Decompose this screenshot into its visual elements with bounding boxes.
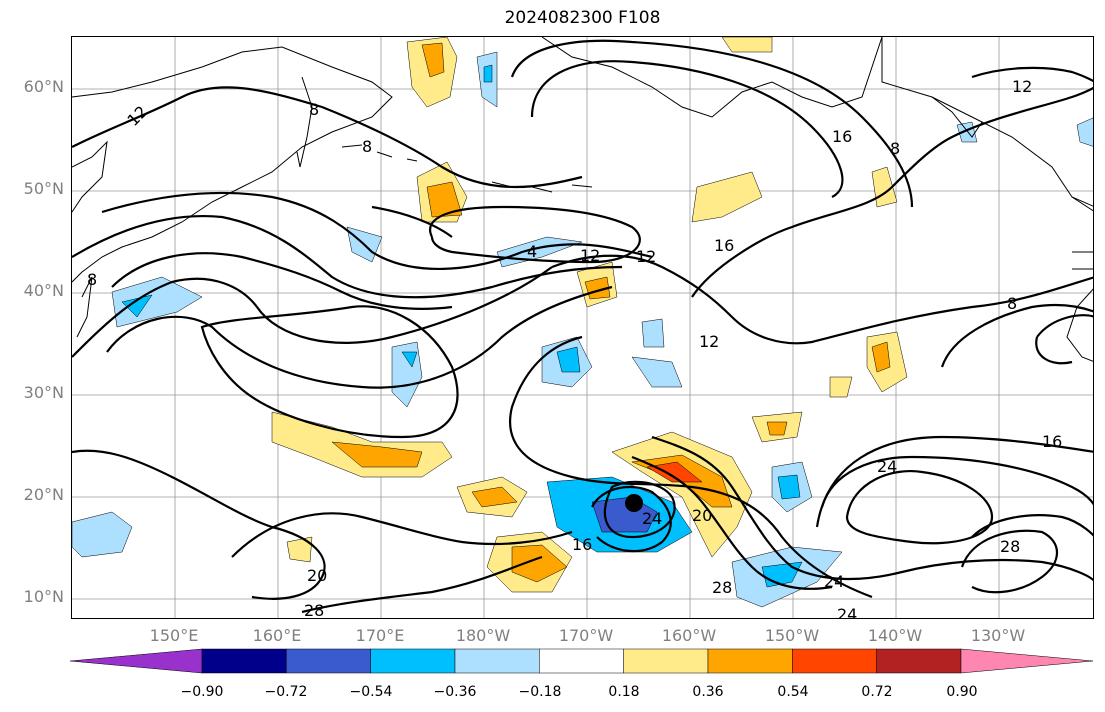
contour-label: 28 — [304, 601, 324, 619]
contour-label: 12 — [580, 246, 600, 265]
lat-label-30n: 30°N — [23, 383, 64, 402]
contour-lines — [72, 39, 1093, 614]
contour-label: 12 — [699, 332, 719, 351]
colorbar-tick-label: 0.36 — [692, 684, 724, 700]
lat-label-60n: 60°N — [23, 77, 64, 96]
colorbar-segment — [792, 648, 877, 674]
colorbar-tick-label: −0.54 — [349, 684, 393, 700]
contour-label: 28 — [712, 578, 732, 597]
colorbar-segment — [454, 648, 540, 674]
map-canvas: 12 8 8 8 12 12 4 16 16 8 12 8 12 16 24 2… — [72, 37, 1093, 619]
colorbar-extend-min — [70, 648, 203, 674]
colorbar-segment — [707, 648, 793, 674]
colorbar-segment — [286, 648, 371, 674]
colorbar — [70, 648, 1094, 674]
storm-center-marker — [625, 494, 643, 512]
colorbar-extend-max — [960, 648, 1094, 674]
colorbar-segments — [70, 648, 1094, 674]
lat-label-50n: 50°N — [23, 179, 64, 198]
contour-label: 20 — [692, 506, 712, 525]
lon-label-170w: 170°W — [558, 626, 614, 645]
colorbar-tick-label: −0.36 — [433, 684, 477, 700]
contour-label: 8 — [87, 270, 97, 289]
colorbar-segment — [370, 648, 456, 674]
lon-label-150e: 150°E — [149, 626, 199, 645]
coastlines — [72, 37, 1093, 362]
lat-label-10n: 10°N — [23, 587, 64, 606]
contour-label: 16 — [714, 236, 734, 255]
colorbar-tick-label: −0.18 — [518, 684, 562, 700]
colorbar-tick-label: 0.90 — [946, 684, 978, 700]
contour-label: 8 — [309, 100, 319, 119]
contour-label: 4 — [527, 242, 537, 261]
contour-label: 12 — [636, 247, 656, 266]
colorbar-tick-label: −0.72 — [264, 684, 308, 700]
colorbar-tick-label: 0.54 — [777, 684, 809, 700]
contour-label: 16 — [1042, 432, 1062, 451]
lon-label-140w: 140°W — [867, 626, 923, 645]
contour-label: 12 — [1012, 77, 1032, 96]
contour-label: 16 — [832, 127, 852, 146]
colorbar-segment — [876, 648, 962, 674]
contour-label: 24 — [642, 509, 662, 528]
lon-label-150w: 150°W — [764, 626, 820, 645]
contour-label: 8 — [890, 139, 900, 158]
contour-label: 28 — [1000, 537, 1020, 556]
map-panel: 12 8 8 8 12 12 4 16 16 8 12 8 12 16 24 2… — [71, 36, 1094, 619]
lon-label-160w: 160°W — [661, 626, 717, 645]
shaded-fields — [72, 37, 1093, 608]
lat-label-20n: 20°N — [23, 485, 64, 504]
contour-label: 8 — [1007, 294, 1017, 313]
colorbar-segment — [539, 648, 624, 674]
colorbar-segment — [623, 648, 709, 674]
lon-label-180w: 180°W — [455, 626, 511, 645]
colorbar-tick-label: −0.90 — [180, 684, 224, 700]
contour-label: 12 — [123, 102, 151, 130]
map-title: 2024082300 F108 — [504, 8, 661, 28]
contour-label: 16 — [572, 535, 592, 554]
colorbar-tick-label: 0.72 — [861, 684, 893, 700]
contour-label: 20 — [307, 566, 327, 585]
lon-label-170e: 170°E — [355, 626, 405, 645]
colorbar-segment — [201, 648, 287, 674]
contour-label: 8 — [362, 137, 372, 156]
contour-label: 24 — [877, 457, 897, 476]
contour-label: 24 — [837, 605, 857, 619]
lon-label-160e: 160°E — [252, 626, 302, 645]
contour-label-group: 12 8 8 8 12 12 4 16 16 8 12 8 12 16 24 2… — [87, 77, 1062, 619]
colorbar-tick-label: 0.18 — [608, 684, 640, 700]
contour-label: 24 — [824, 572, 844, 591]
lon-label-130w: 130°W — [970, 626, 1026, 645]
lat-label-40n: 40°N — [23, 281, 64, 300]
